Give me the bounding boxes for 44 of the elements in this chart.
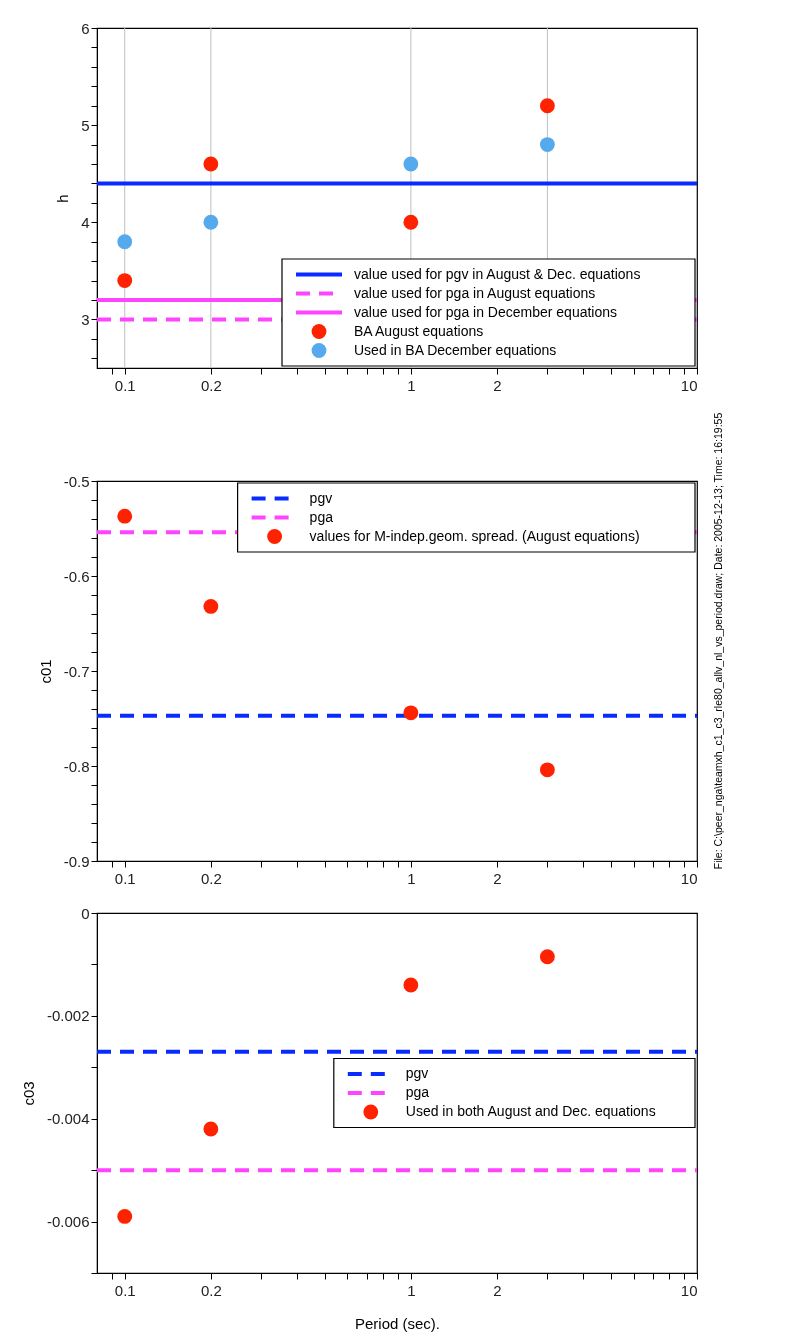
- x-tick-label: 10: [680, 869, 698, 887]
- x-tick-label: 0.1: [114, 376, 136, 394]
- legend-label: pga: [405, 1084, 430, 1100]
- y-axis-title: c03: [19, 1081, 37, 1106]
- x-tick-label: 1: [407, 376, 416, 394]
- y-tick-label: -0.004: [46, 1110, 90, 1128]
- y-axis-title: c01: [36, 659, 54, 684]
- legend-label: BA August equations: [354, 322, 484, 339]
- text: File: C:\peer_nga\teamxh_c1_c3_rle80_allv_nl_vs_period.draw; Date: 2005-12-13; Time: 16:19:55: [712, 412, 724, 870]
- x-tick-label: 2: [493, 869, 502, 887]
- legend-label: Used in both August and Dec. equations: [405, 1103, 656, 1119]
- legend-label: value used for pga in August equations: [354, 284, 596, 301]
- y-tick-label: -0.9: [63, 852, 90, 870]
- legend-label: value used for pga in December equations: [354, 303, 618, 320]
- x-tick-label: 1: [407, 1281, 416, 1299]
- y-tick-label: 0: [81, 904, 90, 922]
- x-axis-title: Period (sec).: [354, 1314, 441, 1332]
- legend-label: pgv: [309, 489, 333, 506]
- legend-label: pga: [309, 508, 334, 525]
- y-tick-label: 3: [81, 310, 90, 328]
- y-tick-label: -0.006: [46, 1213, 90, 1231]
- y-tick-label: 5: [81, 116, 90, 134]
- y-tick-label: -0.5: [63, 472, 90, 490]
- x-tick-label: 1: [407, 869, 416, 887]
- x-tick-label: 0.1: [114, 869, 136, 887]
- y-tick-label: -0.7: [63, 662, 90, 680]
- y-tick-label: -0.6: [63, 567, 90, 585]
- legend-label: values for M-indep.geom. spread. (August equations): [309, 527, 640, 544]
- legend-label: Used in BA December equations: [354, 341, 557, 358]
- x-tick-label: 0.1: [114, 1281, 136, 1299]
- x-tick-label: 0.2: [200, 1281, 222, 1299]
- y-axis-title: h: [54, 194, 72, 203]
- y-tick-label: 6: [81, 19, 90, 37]
- x-tick-label: 10: [680, 1281, 698, 1299]
- y-tick-label: -0.8: [63, 757, 90, 775]
- y-tick-label: 4: [81, 213, 90, 231]
- x-tick-label: 0.2: [200, 869, 222, 887]
- legend-label: pgv: [405, 1065, 429, 1081]
- x-tick-label: 10: [680, 376, 698, 394]
- x-tick-label: 2: [493, 376, 502, 394]
- x-tick-label: 2: [493, 1281, 502, 1299]
- y-tick-label: -0.002: [46, 1007, 90, 1025]
- legend-label: value used for pgv in August & Dec. equations: [354, 265, 641, 282]
- x-tick-label: 0.2: [200, 376, 222, 394]
